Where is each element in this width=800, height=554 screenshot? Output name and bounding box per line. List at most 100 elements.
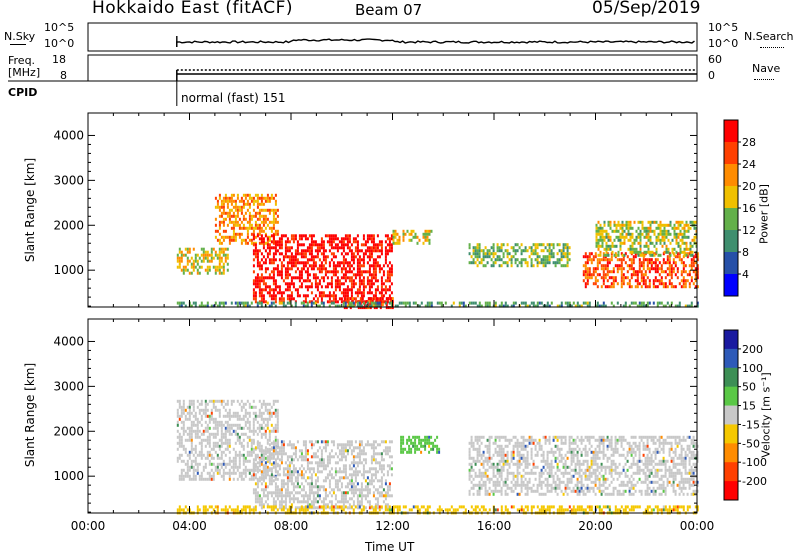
- velocity-cell: [522, 474, 525, 478]
- velocity-cell: [520, 486, 523, 490]
- velocity-cell: [368, 500, 371, 504]
- power-cell: [604, 304, 607, 308]
- power-cell: [550, 243, 553, 247]
- velocity-cell: [516, 492, 519, 496]
- power-cell: [338, 282, 341, 286]
- velocity-cell: [278, 467, 281, 471]
- velocity-cell: [186, 417, 189, 421]
- velocity-cell: [234, 414, 237, 418]
- velocity-cell: [494, 447, 497, 451]
- velocity-cell: [504, 483, 507, 487]
- power-cell: [568, 258, 571, 262]
- power-cell: [684, 285, 687, 289]
- velocity-cell: [500, 435, 503, 439]
- velocity-cell: [492, 462, 495, 466]
- power-cell: [620, 267, 623, 271]
- power-cell: [614, 252, 617, 256]
- velocity-cell: [242, 402, 245, 406]
- power-cell: [584, 282, 587, 286]
- power-cell: [590, 276, 593, 280]
- velocity-cell: [406, 450, 409, 454]
- power-cell: [290, 304, 293, 308]
- power-cell: [388, 237, 391, 241]
- power-cell: [272, 276, 275, 280]
- velocity-cell: [280, 446, 283, 450]
- power-cell: [186, 247, 189, 251]
- power-cell: [492, 249, 495, 253]
- power-cell: [538, 261, 541, 265]
- velocity-cell: [188, 456, 191, 460]
- velocity-cell: [558, 447, 561, 451]
- velocity-cell: [468, 462, 471, 466]
- velocity-cell: [280, 506, 283, 510]
- power-cell: [220, 211, 223, 215]
- velocity-cell: [200, 453, 203, 457]
- power-cell: [244, 202, 247, 206]
- power-cell: [649, 250, 652, 254]
- velocity-cell: [276, 452, 279, 456]
- power-cell: [556, 261, 559, 265]
- power-cell: [678, 282, 681, 286]
- power-cell: [602, 301, 605, 305]
- power-cell: [272, 297, 275, 301]
- velocity-cell: [184, 408, 187, 412]
- velocity-cell: [296, 458, 299, 462]
- power-cell: [590, 252, 593, 256]
- power-cell: [506, 264, 509, 268]
- power-cell: [324, 255, 327, 259]
- power-cell: [222, 262, 225, 266]
- power-cell: [194, 301, 197, 305]
- velocity-cell: [254, 500, 257, 504]
- velocity-cell: [528, 462, 531, 466]
- power-cell: [238, 208, 241, 212]
- power-cell: [386, 237, 389, 241]
- velocity-cell: [270, 494, 273, 498]
- power-cell: [690, 301, 693, 305]
- power-cell: [676, 304, 679, 308]
- power-cell: [262, 202, 265, 206]
- velocity-cell: [336, 488, 339, 492]
- velocity-cell: [316, 479, 319, 483]
- velocity-cell: [362, 470, 365, 474]
- power-cell: [322, 264, 325, 268]
- velocity-cell: [322, 488, 325, 492]
- power-cell: [496, 255, 499, 259]
- velocity-cell: [184, 450, 187, 454]
- velocity-cell: [378, 452, 381, 456]
- power-cell: [186, 256, 189, 260]
- power-cell: [306, 246, 309, 250]
- power-cell: [638, 258, 641, 262]
- velocity-cell: [244, 465, 247, 469]
- power-cell: [228, 238, 231, 242]
- power-cell: [370, 285, 373, 289]
- power-cell: [671, 250, 674, 254]
- velocity-cell: [414, 441, 417, 445]
- velocity-cell: [196, 423, 199, 427]
- power-cell: [342, 291, 345, 295]
- power-cell: [682, 279, 685, 283]
- power-cell: [605, 247, 608, 251]
- power-cell: [627, 232, 630, 236]
- power-cell: [394, 229, 397, 233]
- velocity-cell: [324, 476, 327, 480]
- power-cell: [356, 294, 359, 298]
- power-cell: [546, 243, 549, 247]
- power-cell: [348, 270, 351, 274]
- velocity-cell: [356, 473, 359, 477]
- velocity-cell: [550, 489, 553, 493]
- power-cell: [625, 235, 628, 239]
- velocity-cell: [490, 435, 493, 439]
- velocity-cell: [284, 491, 287, 495]
- power-cell: [302, 279, 305, 283]
- velocity-cell: [196, 399, 199, 403]
- power-cell: [609, 235, 612, 239]
- velocity-cell: [204, 408, 207, 412]
- velocity-cell: [206, 429, 209, 433]
- power-cell: [612, 276, 615, 280]
- velocity-cell: [356, 488, 359, 492]
- power-cell: [378, 267, 381, 271]
- velocity-cell: [304, 500, 307, 504]
- velocity-cell: [372, 506, 375, 510]
- power-cell: [635, 238, 638, 242]
- velocity-cell: [524, 465, 527, 469]
